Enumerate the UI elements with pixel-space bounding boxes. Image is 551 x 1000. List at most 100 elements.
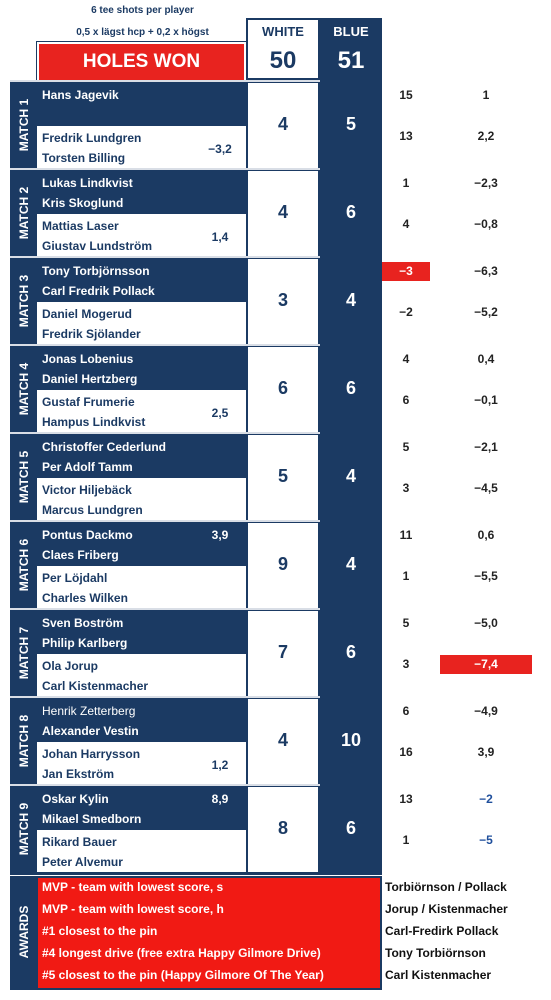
player: Fredrik Lundgren [42, 131, 142, 145]
white-score: 4 [277, 730, 288, 750]
player: Ola Jorup [42, 659, 99, 673]
match-label: MATCH 7 [17, 626, 31, 680]
white-score: 9 [277, 554, 288, 574]
hcp: −3,2 [208, 142, 232, 156]
blue-score: 6 [345, 378, 356, 398]
player: Victor Hiljebäck [42, 483, 132, 497]
match-label: MATCH 8 [17, 714, 31, 768]
stat: 2,2 [477, 129, 495, 143]
player: Hans Jagevik [42, 88, 119, 102]
stat: 13 [399, 792, 413, 806]
stat: −4,9 [474, 704, 498, 718]
stat: 5 [402, 440, 410, 454]
stat: −0,1 [474, 393, 498, 407]
stat: 4 [402, 352, 410, 366]
player: Giustav Lundström [42, 239, 153, 253]
player: Gustaf Frumerie [42, 395, 135, 409]
white-score: 7 [277, 642, 288, 662]
stat: 1 [402, 833, 410, 847]
player: Daniel Mogerud [42, 307, 133, 321]
blue-score: 6 [345, 642, 356, 662]
awards-label-col [10, 876, 38, 990]
player: Lukas Lindkvist [42, 176, 133, 190]
match-label: MATCH 6 [17, 538, 31, 592]
white-score-cell [248, 259, 318, 344]
divider [10, 520, 320, 522]
white-score: 4 [277, 114, 288, 134]
award-text: MVP - team with lowest score, h [42, 902, 224, 916]
player: Hampus Lindkvist [42, 415, 146, 429]
white-score-cell [248, 83, 318, 168]
note: 0,5 x lägst hcp + 0,2 x högst [76, 27, 209, 38]
player: Per Adolf Tamm [42, 460, 133, 474]
divider [10, 80, 320, 82]
column-label: BLUE [333, 24, 369, 39]
white-score: 8 [277, 818, 288, 838]
title: HOLES WON [82, 51, 201, 72]
white-pair-box [37, 302, 246, 344]
stat: −2,1 [474, 440, 498, 454]
player: Sven Boström [42, 616, 124, 630]
white-score: 6 [277, 378, 288, 398]
stat: 3 [402, 481, 410, 495]
stat: 1 [402, 569, 410, 583]
total: 51 [337, 47, 365, 74]
white-score-cell [248, 611, 318, 696]
blue-score: 6 [345, 818, 356, 838]
player: Charles Wilken [42, 591, 128, 605]
white-pair-box [37, 830, 246, 872]
white-pair-box [37, 654, 246, 696]
match-label: MATCH 3 [17, 274, 31, 328]
stat: −5,2 [474, 305, 498, 319]
stat: 13 [399, 129, 413, 143]
player: Claes Friberg [42, 548, 119, 562]
player: Christoffer Cederlund [42, 440, 167, 454]
player: Johan Harrysson [42, 747, 141, 761]
match-label: MATCH 4 [17, 362, 31, 416]
hcp: 8,9 [211, 792, 229, 806]
stat: −5,5 [474, 569, 498, 583]
stat: 1 [402, 176, 410, 190]
player: Kris Skoglund [42, 196, 124, 210]
white-score: 4 [277, 202, 288, 222]
blue-score: 4 [345, 466, 356, 486]
white-score-cell [248, 523, 318, 608]
stat: −2,3 [474, 176, 498, 190]
stat: −7,4 [440, 655, 532, 674]
stat: −2 [479, 792, 493, 806]
player: Henrik Zetterberg [42, 704, 136, 718]
award-text: MVP - team with lowest score, s [42, 880, 224, 894]
player: Mikael Smedborn [42, 812, 142, 826]
stat: −5,0 [474, 616, 498, 630]
award-winner: Carl-Fredirk Pollack [385, 924, 499, 938]
white-pair-box [37, 214, 246, 256]
awards-label: AWARDS [17, 905, 31, 959]
hcp: 3,9 [211, 528, 229, 542]
stat: −6,3 [474, 264, 498, 278]
white-score-cell [248, 171, 318, 256]
blue-score: 5 [345, 114, 356, 134]
white-pair-box [37, 126, 246, 168]
player: Jan Ekström [42, 767, 115, 781]
divider [10, 608, 320, 610]
player: Torsten Billing [42, 151, 126, 165]
stat: −2 [399, 305, 413, 319]
stat: 1 [482, 88, 490, 102]
stat: −4,5 [474, 481, 498, 495]
white-score: 5 [277, 466, 288, 486]
match-label: MATCH 9 [17, 802, 31, 856]
player: Philip Karlberg [42, 636, 128, 650]
player: Alexander Vestin [42, 724, 139, 738]
white-pair-box [37, 478, 246, 520]
player: Per Löjdahl [42, 571, 108, 585]
stat: 11 [399, 528, 413, 542]
hcp: 2,5 [211, 406, 229, 420]
white-score-cell [248, 699, 318, 784]
white-score: 3 [277, 290, 288, 310]
match-label: MATCH 5 [17, 450, 31, 504]
player: Pontus Dackmo [42, 528, 133, 542]
stat: −5 [479, 833, 493, 847]
award-winner: Tony Torbiörnson [385, 946, 486, 960]
stat: 3 [402, 657, 410, 671]
player: Rikard Bauer [42, 835, 117, 849]
